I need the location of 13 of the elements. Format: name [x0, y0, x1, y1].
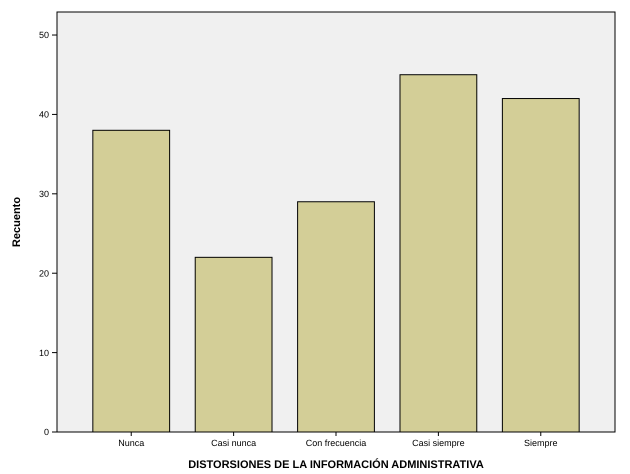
- x-tick-label: Siempre: [524, 438, 558, 448]
- x-tick-label: Nunca: [118, 438, 144, 448]
- x-tick-label: Casi siempre: [412, 438, 465, 448]
- y-axis-title: Recuento: [11, 196, 23, 248]
- y-tick-label: 0: [44, 427, 49, 438]
- y-tick-label: 40: [38, 110, 49, 120]
- y-tick-label: 50: [38, 30, 49, 40]
- x-tick-label: Con frecuencia: [306, 438, 366, 448]
- x-tick-label: Casi nunca: [211, 438, 256, 448]
- y-tick-label: 10: [38, 348, 49, 358]
- x-axis-title: DISTORSIONES DE LA INFORMACIÓN ADMINISTRATIVA: [188, 458, 484, 471]
- y-tick-label: 20: [38, 268, 49, 278]
- y-tick-label: 30: [38, 188, 49, 199]
